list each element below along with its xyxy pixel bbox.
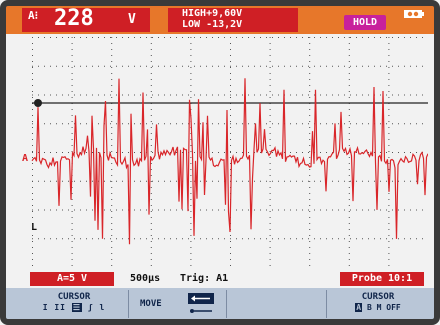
waveform-trace [31,78,428,245]
move-softkey[interactable]: MOVE [140,299,162,309]
main-reading: A⁝ 228 V [22,6,150,32]
softkey-separator [128,290,129,318]
cursor-select-m: M [376,303,382,312]
cursor-select-a: A [355,303,363,312]
softkey-separator [226,290,227,318]
cursor-mode-1: I [42,303,49,312]
cursor-mode-2: II [54,303,66,312]
trigger-marker: L [31,222,37,233]
move-arrows-icon[interactable] [186,292,216,318]
low-value: LOW -13,2V [182,19,243,30]
cursor-marker-icon[interactable] [34,99,42,107]
timebase-label: 500µs [130,273,161,284]
waveform-plot[interactable]: A L [22,37,428,267]
battery-icon [404,10,424,18]
trigger-label: Trig: A1 [180,273,229,284]
hold-badge[interactable]: HOLD [344,15,386,30]
cursor-mode-5: l [99,303,106,312]
cursor-type-modes: I II ☰ ʃ l [24,303,124,312]
cursor-mode-3: ☰ [71,303,82,312]
cursor-type-softkey[interactable]: CURSOR I II ☰ ʃ l [24,290,124,318]
cursor-select-label: CURSOR [361,292,395,302]
reading-symbol: A⁝ [28,9,39,22]
high-low-readout: HIGH+9,60V LOW -13,2V [168,8,298,32]
cursor-select-softkey[interactable]: CURSOR A B M OFF [330,290,426,318]
cursor-select-b: B [366,303,372,312]
reading-value: 228 [54,6,94,31]
probe-badge: Probe 10:1 [340,272,424,286]
range-badge: A=5 V [30,272,114,286]
high-value: HIGH+9,60V [182,8,243,19]
channel-marker: A [22,153,28,164]
cursor-type-label: CURSOR [57,292,91,302]
softkey-separator [326,290,327,318]
reading-unit: V [128,12,136,27]
cursor-mode-4: ʃ [87,303,94,312]
cursor-select-off: OFF [386,303,401,312]
cursor-select-modes: A B M OFF [330,303,426,312]
